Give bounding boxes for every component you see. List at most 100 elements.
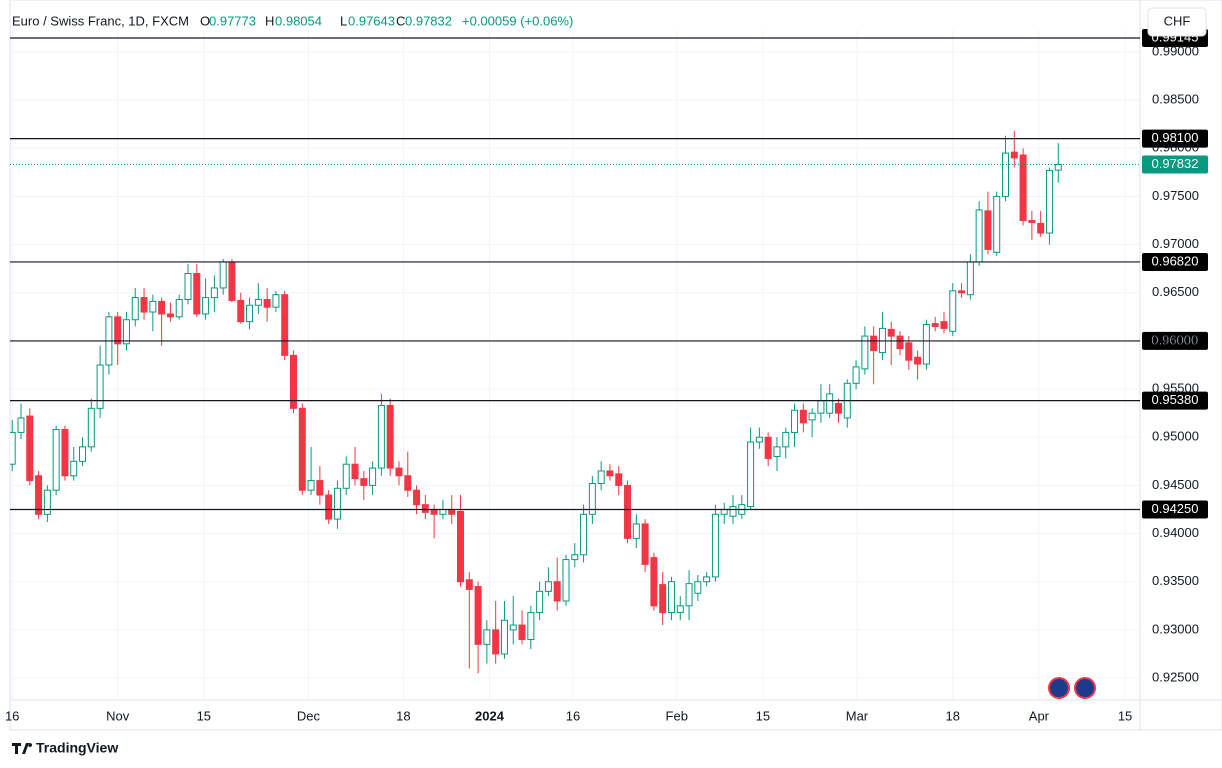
y-tick-label: 0.98000: [1152, 140, 1199, 155]
candle-body: [246, 304, 254, 323]
candle-body: [500, 619, 508, 655]
x-tick-label: 15: [197, 708, 211, 723]
candle-body: [676, 605, 684, 614]
candle-body: [887, 328, 895, 337]
level-label: 0.98100: [1152, 130, 1199, 145]
candle-body: [307, 480, 315, 491]
candle-body: [588, 482, 596, 515]
y-tick-label: 0.98500: [1152, 92, 1199, 107]
candle-body: [281, 294, 289, 356]
candle-body: [966, 261, 974, 296]
candle-body: [228, 261, 236, 301]
candle-body: [1028, 220, 1036, 223]
candle-body: [457, 510, 465, 583]
level-tag: [1142, 500, 1208, 519]
currency-label[interactable]: CHF: [1164, 13, 1191, 28]
candle-body: [158, 300, 166, 315]
candle-body: [149, 300, 157, 313]
event-icons[interactable]: [1048, 677, 1096, 699]
candle-body: [659, 584, 667, 614]
y-tick-label: 0.99000: [1152, 43, 1199, 58]
candle-body: [931, 323, 939, 327]
candle-body: [316, 480, 324, 496]
candle-body: [351, 463, 359, 480]
candle-body: [773, 446, 781, 458]
level-label: 0.94250: [1152, 501, 1199, 516]
candle-body: [870, 335, 878, 352]
symbol: Euro / Swiss Franc, 1D, FXCM: [12, 13, 189, 28]
x-tick-label: 2024: [475, 708, 505, 723]
x-tick-label: 15: [756, 708, 770, 723]
level-label: 0.95380: [1152, 392, 1199, 407]
candle-body: [597, 470, 605, 484]
y-tick-label: 0.95500: [1152, 381, 1199, 396]
y-tick-label: 0.96500: [1152, 284, 1199, 299]
candle-body: [1054, 163, 1062, 171]
candle-body: [272, 294, 280, 308]
candle-body: [896, 335, 904, 350]
l-label: L: [340, 13, 347, 28]
candle-body: [342, 463, 350, 489]
candle-body: [465, 579, 473, 590]
candle-body: [606, 470, 614, 477]
candle-body: [826, 393, 834, 414]
candle-body: [1002, 152, 1010, 197]
candle-body: [298, 407, 306, 491]
candle-body: [10, 431, 16, 465]
candle-body: [70, 460, 78, 477]
candle-body: [509, 624, 517, 631]
candle-body: [35, 475, 43, 515]
candle-body: [413, 489, 421, 506]
y-tick-label: 0.93000: [1152, 621, 1199, 636]
candle-body: [175, 299, 183, 318]
candle-body: [861, 335, 869, 370]
currency-button[interactable]: [1147, 7, 1207, 37]
candle-body: [404, 475, 412, 491]
candle-body: [96, 364, 104, 409]
candle-body: [492, 629, 500, 655]
change: +0.00059 (+0.06%): [462, 13, 573, 28]
candle-body: [993, 195, 1001, 253]
candle-body: [914, 356, 922, 365]
x-tick-label: Apr: [1029, 708, 1050, 723]
candle-body: [729, 506, 737, 517]
x-tick-label: Mar: [846, 708, 869, 723]
candle-body: [166, 313, 174, 318]
y-tick-label: 0.96000: [1152, 332, 1199, 347]
candle-body: [703, 576, 711, 583]
candle-body: [852, 366, 860, 384]
x-tick-label: Nov: [106, 708, 130, 723]
candle-body: [940, 321, 948, 329]
candle-body: [580, 513, 588, 556]
candle-body: [122, 319, 130, 345]
candle-body: [694, 581, 702, 594]
candle-body: [202, 297, 210, 315]
candle-body: [1010, 151, 1018, 159]
candle-body: [61, 429, 69, 477]
candle-body: [711, 513, 719, 578]
candle-body: [817, 400, 825, 414]
candle-body: [667, 581, 675, 614]
candle-body: [237, 299, 245, 323]
candle-body: [527, 612, 535, 641]
candle-body: [544, 581, 552, 592]
level-tag: [1142, 331, 1208, 350]
candle-body: [799, 409, 807, 424]
candle-body: [518, 624, 526, 641]
x-tick-label: 15: [1118, 708, 1132, 723]
candle-body: [571, 554, 579, 561]
o-value: 0.97773: [209, 13, 256, 28]
candle-body: [87, 407, 95, 448]
level-label: 0.96000: [1152, 332, 1199, 347]
c-value: 0.97832: [405, 13, 452, 28]
candle-body: [922, 324, 930, 365]
candle-body: [377, 404, 385, 469]
last-price-tag: [1142, 155, 1208, 174]
candle-body: [140, 297, 148, 313]
candle-body: [958, 290, 966, 294]
brand-logo: [12, 743, 33, 754]
y-tick-label: 0.93500: [1152, 573, 1199, 588]
candle-body: [386, 404, 394, 469]
h-label: H: [265, 13, 274, 28]
